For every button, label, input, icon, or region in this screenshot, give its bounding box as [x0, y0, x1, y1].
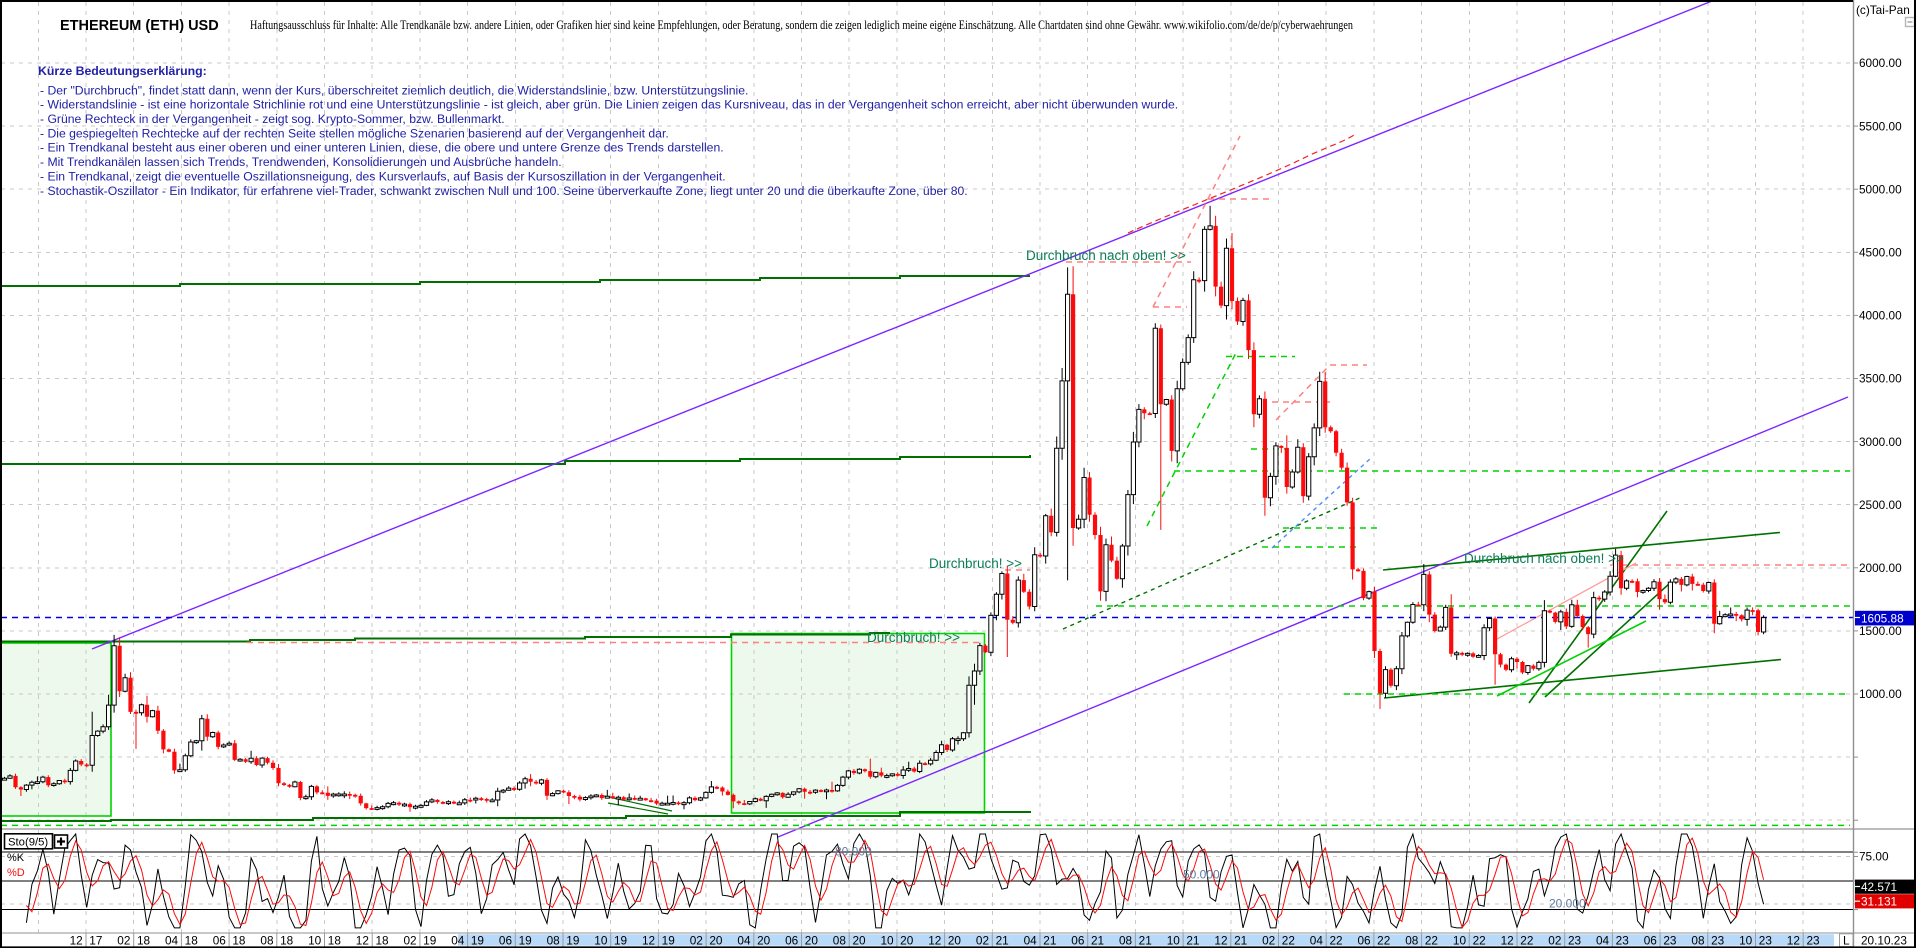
svg-text:Durchbruch! >>: Durchbruch! >> [867, 630, 960, 645]
svg-text:2000.00: 2000.00 [1859, 561, 1902, 575]
svg-text:- Ein Trendkanal besteht aus e: - Ein Trendkanal besteht aus einer obere… [40, 141, 724, 155]
svg-text:1000.00: 1000.00 [1859, 687, 1902, 701]
svg-text:4000.00: 4000.00 [1859, 309, 1902, 323]
svg-text:%D: %D [7, 867, 25, 879]
svg-text:42.571: 42.571 [1861, 880, 1897, 894]
svg-text:2500.00: 2500.00 [1859, 498, 1902, 512]
svg-text:- Stochastik-Oszillator - Ein: - Stochastik-Oszillator - Ein Indikator,… [40, 184, 968, 198]
svg-text:6000.00: 6000.00 [1859, 56, 1902, 70]
svg-text:3000.00: 3000.00 [1859, 435, 1902, 449]
svg-text:%K: %K [7, 852, 25, 864]
svg-text:- Widerstandslinie - ist eine: - Widerstandslinie - ist eine horizontal… [40, 98, 1178, 112]
svg-text:Durchbruch nach oben! >>: Durchbruch nach oben! >> [1026, 248, 1186, 263]
svg-text:(c)Tai-Pan: (c)Tai-Pan [1856, 3, 1910, 17]
svg-text:50.000: 50.000 [1183, 868, 1220, 882]
svg-text:20.000: 20.000 [1549, 897, 1586, 911]
svg-text:L: L [1843, 933, 1850, 947]
svg-text:3500.00: 3500.00 [1859, 372, 1902, 386]
svg-text:Durchbruch! >>: Durchbruch! >> [929, 556, 1022, 571]
svg-text:- Mit Trendkanälen lassen sich: - Mit Trendkanälen lassen sich Trends, T… [40, 155, 562, 169]
svg-text:- Ein Trendkanal, zeigt die ev: - Ein Trendkanal, zeigt die eventuelle O… [40, 169, 726, 183]
svg-text:5000.00: 5000.00 [1859, 182, 1902, 196]
svg-text:Sto(9/5): Sto(9/5) [8, 837, 48, 849]
svg-text:75.00: 75.00 [1859, 850, 1889, 864]
svg-text:5500.00: 5500.00 [1859, 119, 1902, 133]
svg-text:Kürze Bedeutungserklärung:: Kürze Bedeutungserklärung: [38, 64, 207, 78]
svg-text:4500.00: 4500.00 [1859, 246, 1902, 260]
svg-text:20.10.23: 20.10.23 [1861, 934, 1907, 948]
svg-text:- Die gespiegelten Rechtecke a: - Die gespiegelten Rechtecke auf der rec… [40, 126, 669, 140]
svg-text:- Der "Durchbruch", findet sta: - Der "Durchbruch", findet statt dann, w… [40, 83, 748, 97]
svg-text:Haftungsausschluss für Inhalte: Haftungsausschluss für Inhalte: Alle Tre… [250, 17, 1353, 32]
svg-text:- Grüne Rechteck in der Vergan: - Grüne Rechteck in der Vergangenheit - … [40, 112, 505, 126]
svg-text:31.131: 31.131 [1861, 895, 1897, 909]
svg-text:ETHEREUM (ETH) USD: ETHEREUM (ETH) USD [60, 18, 219, 34]
svg-text:1500.00: 1500.00 [1859, 624, 1902, 638]
svg-text:1605.88: 1605.88 [1861, 611, 1904, 625]
svg-text:80.000: 80.000 [835, 845, 872, 859]
svg-text:Durchbruch nach oben! >>: Durchbruch nach oben! >> [1464, 551, 1624, 566]
